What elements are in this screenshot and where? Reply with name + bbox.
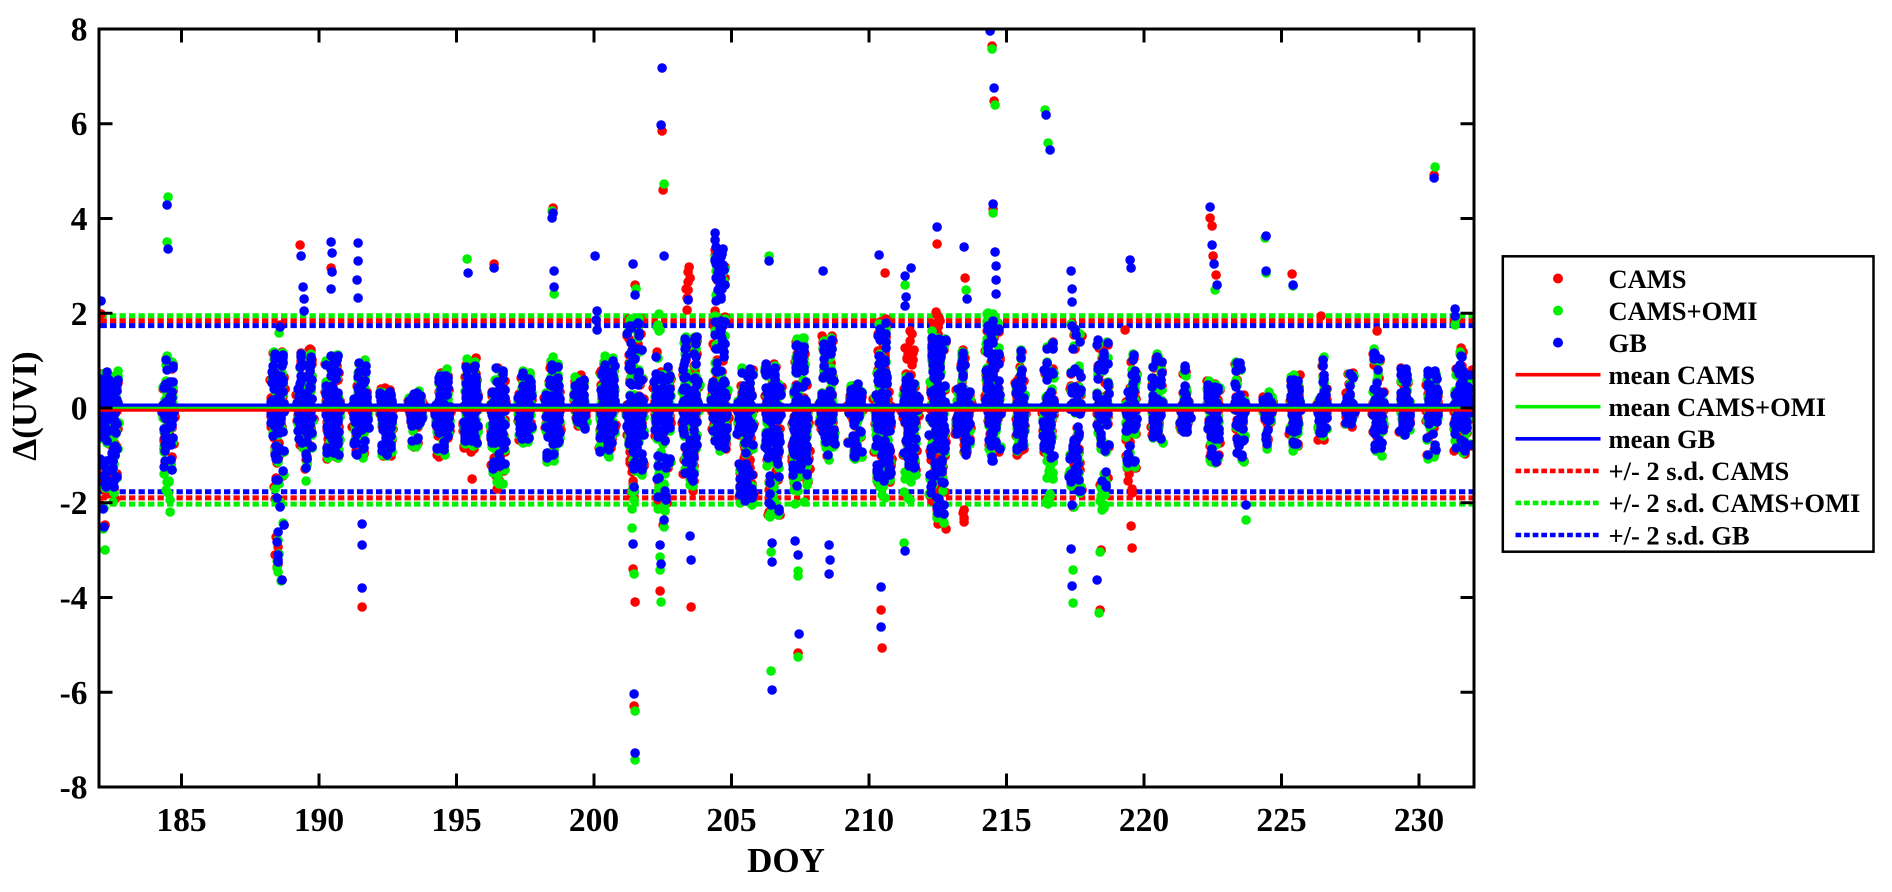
svg-text:mean GB: mean GB	[1609, 424, 1716, 454]
svg-text:190: 190	[294, 802, 344, 839]
svg-text:215: 215	[981, 802, 1031, 839]
svg-text:225: 225	[1256, 802, 1306, 839]
svg-text:6: 6	[71, 106, 88, 143]
svg-text:GB: GB	[1609, 328, 1647, 358]
svg-text:+/- 2 s.d. CAMS+OMI: +/- 2 s.d. CAMS+OMI	[1609, 488, 1861, 518]
svg-text:8: 8	[71, 12, 88, 49]
svg-text:185: 185	[156, 802, 206, 839]
svg-text:mean CAMS+OMI: mean CAMS+OMI	[1609, 392, 1827, 422]
svg-text:-4: -4	[60, 580, 88, 617]
svg-text:195: 195	[431, 802, 481, 839]
svg-text:230: 230	[1394, 802, 1444, 839]
svg-text:-6: -6	[60, 675, 88, 712]
svg-text:0: 0	[71, 391, 88, 428]
svg-text:+/- 2 s.d. CAMS: +/- 2 s.d. CAMS	[1609, 456, 1790, 486]
svg-text:-8: -8	[60, 770, 88, 807]
svg-text:CAMS: CAMS	[1609, 264, 1687, 294]
svg-text:210: 210	[844, 802, 894, 839]
svg-text:Δ(UVI): Δ(UVI)	[5, 351, 44, 460]
svg-text:+/- 2 s.d. GB: +/- 2 s.d. GB	[1609, 520, 1750, 550]
svg-text:-2: -2	[60, 485, 88, 522]
svg-text:mean CAMS: mean CAMS	[1609, 360, 1755, 390]
svg-text:CAMS+OMI: CAMS+OMI	[1609, 296, 1758, 326]
svg-text:DOY: DOY	[747, 841, 825, 880]
svg-text:2: 2	[71, 296, 88, 333]
svg-text:205: 205	[706, 802, 756, 839]
svg-text:4: 4	[71, 201, 88, 238]
svg-text:200: 200	[569, 802, 619, 839]
svg-text:220: 220	[1119, 802, 1169, 839]
